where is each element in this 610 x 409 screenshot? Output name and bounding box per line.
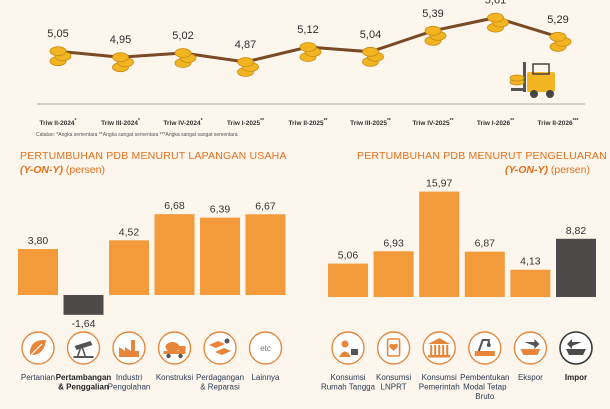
bar	[464, 251, 505, 297]
category-label: Lainnya	[251, 373, 280, 382]
leaf-icon	[21, 331, 55, 365]
category-label: Pertanian	[21, 373, 55, 382]
x-tick-label: Triw II-2025**	[289, 118, 328, 127]
quarterly-growth-line-chart: 5,05 Triw II-2024* 4,95 Triw III-2024* 5,02 T…	[36, 0, 585, 138]
bar	[510, 269, 551, 297]
x-tick-label: Triw II-2026***	[538, 118, 579, 127]
export-ship-icon	[513, 331, 548, 365]
bar	[328, 263, 368, 297]
bar-value-label: -1,64	[72, 318, 96, 330]
category-label: Industri Pengolahan	[108, 373, 151, 392]
sector-growth-bar-chart: 3,80 Pertanian -1,64 Pertambangan & Penggali…	[18, 200, 286, 392]
bar	[63, 295, 104, 315]
bar	[373, 251, 414, 297]
etc-text: etc	[260, 344, 271, 353]
left-chart-title: PERTUMBUHAN PDB MENURUT LAPANGAN USAHA	[20, 150, 287, 162]
data-label: 5,04	[360, 29, 381, 41]
x-tick-label: Triw I-2025**	[227, 118, 264, 127]
category-label: Pembentukan Modal Tetap Bruto	[460, 373, 509, 401]
bar-value-label: 4,52	[119, 226, 140, 238]
oil-pump-icon	[66, 331, 101, 365]
x-tick-label: Triw III-2024*	[101, 118, 140, 127]
right-chart-title: PERTUMBUHAN PDB MENURUT PENGELUARAN	[357, 150, 607, 162]
bar-value-label: 5,06	[338, 250, 359, 262]
data-label: 5,29	[547, 14, 568, 26]
bar	[245, 214, 286, 295]
x-tick-label: Triw IV-2024*	[163, 118, 202, 127]
category-label: Konstruksi	[156, 373, 194, 382]
bar-value-label: 15,97	[426, 178, 452, 190]
bar-value-label: 6,39	[210, 204, 231, 216]
government-building-icon	[422, 331, 456, 365]
right-chart-subtitle: (Y-ON-Y) (persen)	[505, 164, 590, 176]
coin-stack-marker	[549, 31, 572, 52]
coin-stack-marker	[487, 12, 509, 33]
category-label: Ekspor	[518, 373, 543, 382]
import-ship-icon	[559, 331, 593, 365]
coin-stack-marker	[49, 46, 72, 67]
coin-stack-marker	[424, 25, 447, 46]
expenditure-growth-bar-chart: 5,06 Konsumsi Rumah Tangga 6,93 Konsumsi LNPR…	[321, 178, 596, 401]
coin-stack-marker	[362, 46, 384, 67]
category-label: Konsumsi LNPRT	[376, 373, 411, 392]
forklift-icon	[509, 62, 555, 98]
bar	[200, 217, 240, 295]
data-label: 5,05	[47, 28, 68, 40]
data-label: 5,61	[485, 0, 506, 7]
data-label: 5,12	[297, 24, 318, 36]
trade-hands-icon	[203, 331, 237, 365]
category-label: Impor	[565, 373, 587, 382]
category-label: Konsumsi Pemerintah	[419, 373, 460, 392]
category-label: Perdagangan & Reparasi	[196, 373, 244, 392]
coin-stack-marker	[237, 57, 259, 77]
left-subtitle-yoy: (Y-ON-Y)	[20, 164, 63, 176]
factory-icon	[112, 331, 146, 365]
data-label: 5,39	[422, 8, 443, 20]
x-tick-label: Triw I-2026**	[477, 118, 514, 127]
data-label: 4,87	[235, 39, 256, 51]
bar	[18, 249, 58, 295]
etc-icon: etc	[248, 331, 283, 365]
data-label: 4,95	[110, 34, 131, 46]
capital-machinery-icon	[468, 331, 502, 365]
x-tick-label: Triw II-2024*	[40, 118, 77, 127]
nonprofit-icon	[376, 331, 411, 365]
category-label: Konsumsi Rumah Tangga	[321, 373, 376, 392]
category-label: Pertambangan & Penggalian	[56, 373, 112, 392]
left-chart-subtitle: (Y-ON-Y) (persen)	[20, 164, 105, 176]
bar-value-label: 6,87	[475, 238, 496, 250]
bar-value-label: 6,68	[164, 200, 185, 212]
right-subtitle-yoy: (Y-ON-Y)	[505, 164, 548, 176]
x-tick-label: Triw III-2025**	[350, 118, 391, 127]
bar-value-label: 4,13	[520, 256, 541, 268]
bar	[556, 238, 596, 297]
data-label: 5,02	[172, 30, 193, 42]
footnote: Catatan: *Angka sementara **Angka sangat…	[36, 132, 238, 138]
x-tick-label: Triw IV-2025**	[412, 118, 453, 127]
bar-value-label: 6,93	[383, 237, 404, 249]
coin-stack-marker	[299, 42, 322, 62]
coin-stack-marker	[112, 52, 134, 73]
bar	[154, 214, 195, 295]
right-subtitle-unit: (persen)	[547, 164, 590, 176]
bar	[419, 191, 460, 297]
bar-value-label: 3,80	[28, 235, 49, 247]
left-subtitle-unit: (persen)	[62, 164, 105, 176]
bar-value-label: 6,67	[255, 200, 276, 212]
coin-stack-marker	[174, 48, 197, 68]
bar-value-label: 8,82	[566, 225, 587, 237]
household-icon	[331, 331, 365, 365]
bar	[109, 240, 149, 295]
mixer-truck-icon	[157, 331, 192, 365]
